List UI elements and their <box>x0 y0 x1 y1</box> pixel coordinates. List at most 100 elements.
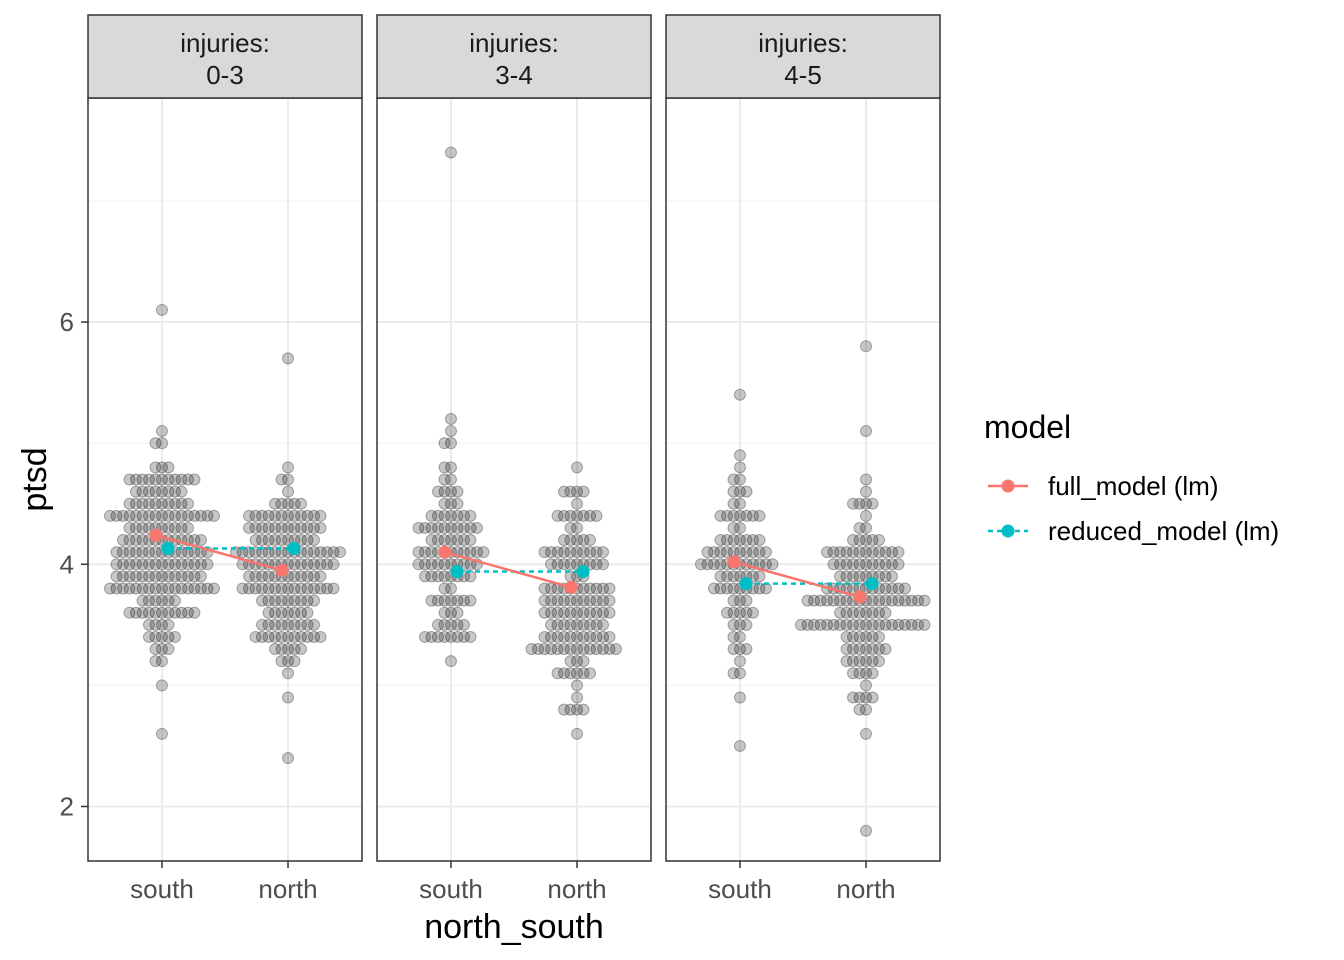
facet-strip-label: 0-3 <box>206 60 244 90</box>
data-point <box>571 703 584 716</box>
data-point <box>564 558 577 571</box>
data-point <box>558 703 571 716</box>
data-point <box>733 691 746 704</box>
data-point <box>262 521 275 534</box>
data-point <box>753 509 766 522</box>
data-point <box>577 643 590 656</box>
facet-panel <box>87 14 363 868</box>
data-point <box>873 630 886 643</box>
data-point <box>733 739 746 752</box>
x-tick-label: north <box>258 874 317 904</box>
data-point <box>123 606 136 619</box>
data-point <box>282 485 295 498</box>
data-point <box>262 534 275 547</box>
data-point <box>873 534 886 547</box>
data-point <box>116 582 129 595</box>
data-point <box>727 485 740 498</box>
data-point <box>451 594 464 607</box>
data-point <box>840 558 853 571</box>
data-point <box>564 521 577 534</box>
data-point <box>873 643 886 656</box>
data-point <box>558 485 571 498</box>
data-point <box>295 497 308 510</box>
data-point <box>740 618 753 631</box>
data-point <box>275 509 288 522</box>
data-point <box>308 558 321 571</box>
data-point <box>269 618 282 631</box>
data-point <box>288 643 301 656</box>
data-point <box>584 582 597 595</box>
data-point <box>733 461 746 474</box>
data-point <box>564 509 577 522</box>
data-point <box>853 521 866 534</box>
data-point <box>886 570 899 583</box>
panel-background <box>377 98 651 861</box>
data-point <box>727 497 740 510</box>
data-point <box>288 594 301 607</box>
data-point <box>188 509 201 522</box>
data-point <box>892 558 905 571</box>
data-point <box>564 606 577 619</box>
data-point <box>457 630 470 643</box>
data-point <box>282 521 295 534</box>
data-point <box>584 594 597 607</box>
data-point <box>438 437 451 450</box>
data-point <box>707 558 720 571</box>
data-point <box>444 437 457 450</box>
data-point <box>295 630 308 643</box>
data-point <box>545 643 558 656</box>
data-point <box>155 727 168 740</box>
data-point <box>853 630 866 643</box>
data-point <box>577 655 590 668</box>
data-point <box>162 630 175 643</box>
data-point <box>860 630 873 643</box>
data-point <box>801 594 814 607</box>
data-point <box>431 630 444 643</box>
data-point <box>860 655 873 668</box>
data-point <box>727 630 740 643</box>
data-point <box>733 521 746 534</box>
data-point <box>597 558 610 571</box>
legend: model full_model (lm) reduced_model (lm) <box>984 409 1279 546</box>
data-point <box>155 582 168 595</box>
data-point <box>558 534 571 547</box>
data-point <box>149 655 162 668</box>
data-point <box>827 546 840 559</box>
data-point <box>746 509 759 522</box>
data-point <box>155 437 168 450</box>
data-point <box>538 606 551 619</box>
data-point <box>892 546 905 559</box>
data-point <box>162 485 175 498</box>
data-point <box>188 570 201 583</box>
data-point <box>577 630 590 643</box>
data-point <box>571 497 584 510</box>
data-point <box>275 497 288 510</box>
data-point <box>477 546 490 559</box>
data-point <box>275 643 288 656</box>
data-point <box>577 618 590 631</box>
data-point <box>564 643 577 656</box>
facet-panel <box>376 14 652 868</box>
data-point <box>571 691 584 704</box>
data-point <box>314 630 327 643</box>
data-point <box>577 703 590 716</box>
data-point <box>740 606 753 619</box>
data-point <box>295 594 308 607</box>
data-point <box>538 643 551 656</box>
data-point <box>431 534 444 547</box>
data-point <box>564 485 577 498</box>
data-point <box>149 437 162 450</box>
data-point <box>733 509 746 522</box>
data-point <box>275 473 288 486</box>
data-point <box>314 546 327 559</box>
data-point <box>295 606 308 619</box>
data-point <box>181 606 194 619</box>
data-point <box>899 618 912 631</box>
data-point <box>720 546 733 559</box>
data-point <box>603 630 616 643</box>
data-point <box>168 582 181 595</box>
data-point <box>149 618 162 631</box>
facet-strip <box>87 14 363 99</box>
data-point <box>288 521 301 534</box>
